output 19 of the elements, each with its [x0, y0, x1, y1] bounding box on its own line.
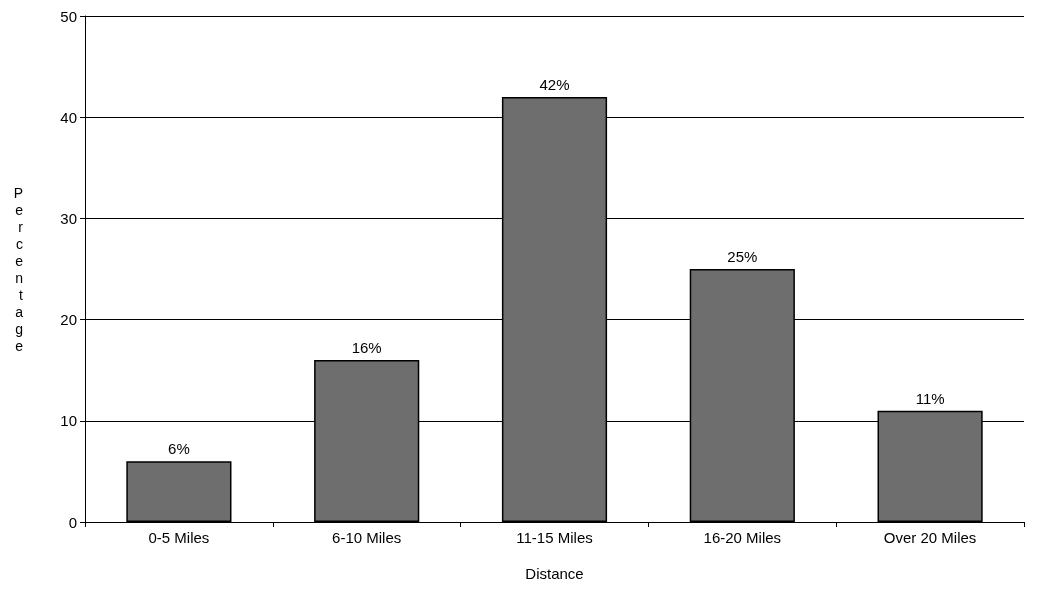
y-tick-label: 30 — [60, 209, 77, 227]
data-label: 42% — [539, 75, 570, 93]
data-label: 6% — [168, 440, 190, 458]
x-axis-title: Distance — [525, 565, 584, 582]
y-tick-label: 10 — [60, 412, 77, 430]
bar — [126, 461, 232, 522]
y-tick-label: 20 — [60, 311, 77, 329]
y-tick-label: 0 — [68, 513, 77, 531]
data-label: 16% — [351, 339, 382, 357]
y-tick-label: 40 — [60, 108, 77, 126]
y-tick-label: 50 — [60, 7, 77, 25]
x-tick-label: 0-5 Miles — [148, 529, 210, 546]
data-label: 11% — [915, 389, 945, 407]
x-tick-label: 16-20 Miles — [703, 529, 782, 546]
data-label: 25% — [727, 248, 758, 265]
x-tick-label: 11-15 Miles — [516, 529, 593, 546]
x-tick-label: 6-10 Miles — [332, 529, 402, 546]
text: Percentage — [13, 184, 23, 354]
x-tick-label: Over 20 Miles — [883, 529, 977, 546]
